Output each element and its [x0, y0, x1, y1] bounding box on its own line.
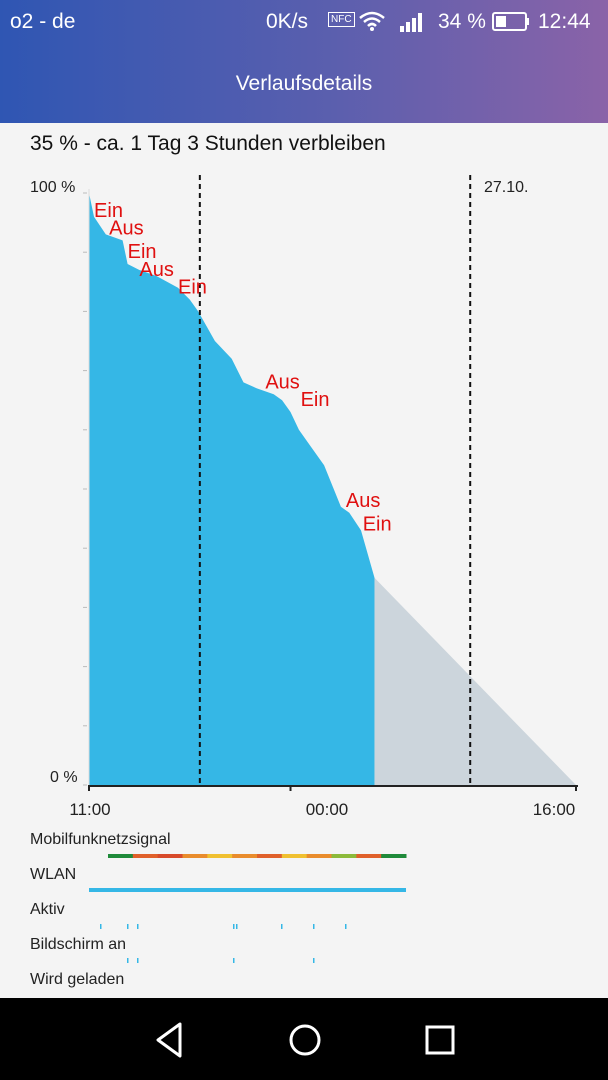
home-button[interactable]	[283, 1018, 327, 1062]
mobile-signal-segment	[257, 854, 283, 858]
mobile-signal-segment	[306, 854, 332, 858]
mobile-signal-bar	[108, 854, 407, 858]
x-tick-label-mid: 00:00	[306, 800, 349, 819]
mobile-signal-segment	[108, 854, 134, 858]
app-header: o2 - de 0K/s NFC 34 % 12:44 Verlaufsdeta…	[0, 0, 608, 123]
nfc-icon: NFC	[328, 12, 355, 27]
mobile-signal-segment	[356, 854, 382, 858]
annotation-label: Ein	[363, 514, 392, 536]
mobile-signal-segment	[381, 854, 407, 858]
mobile-signal-segment	[132, 854, 159, 858]
annotation-label: Aus	[109, 218, 143, 240]
y-tick-label-bottom: 0 %	[50, 769, 78, 786]
clock: 12:44	[538, 10, 591, 33]
signal-label-wlan: WLAN	[30, 866, 77, 883]
annotation-label: Ein	[178, 277, 207, 299]
screen-on-ticks	[127, 958, 315, 963]
signal-label-mobile: Mobilfunknetzsignal	[30, 831, 171, 848]
mobile-signal-segment	[182, 854, 208, 858]
recents-button[interactable]	[418, 1018, 462, 1062]
x-tick-label-start: 11:00	[69, 800, 110, 819]
annotation-label: Aus	[139, 259, 173, 281]
date-marker-label: 27.10.	[484, 179, 528, 196]
y-tick-label-top: 100 %	[30, 179, 75, 196]
annotation-label: Aus	[265, 371, 299, 393]
battery-forecast-area	[374, 577, 576, 785]
battery-summary: 35 % - ca. 1 Tag 3 Stunden verbleiben	[30, 132, 386, 155]
x-tick-label-end: 16:00	[533, 800, 576, 819]
mobile-signal-segment	[232, 854, 258, 858]
system-nav-bar	[0, 998, 608, 1080]
mobile-signal-segment	[207, 854, 233, 858]
page-title: Verlaufsdetails	[235, 72, 373, 95]
battery-icon	[492, 12, 529, 31]
annotation-label: Ein	[128, 241, 157, 263]
back-button[interactable]	[148, 1018, 192, 1062]
cell-signal-icon	[400, 13, 422, 32]
active-ticks	[100, 924, 347, 929]
annotation-label: Ein	[301, 389, 330, 411]
signal-label-screen: Bildschirm an	[30, 936, 127, 953]
annotation-label: Aus	[346, 490, 380, 512]
wifi-icon	[359, 11, 385, 31]
carrier-label: o2 - de	[10, 10, 76, 33]
mobile-signal-segment	[331, 854, 357, 858]
signal-bars	[89, 854, 407, 963]
battery-level-area	[89, 193, 375, 785]
wlan-bar	[89, 888, 406, 892]
signal-label-active: Aktiv	[30, 901, 65, 918]
mobile-signal-segment	[281, 854, 308, 858]
annotation-label: Ein	[94, 200, 123, 222]
network-speed: 0K/s	[266, 10, 309, 33]
mobile-signal-segment	[157, 854, 183, 858]
signal-label-charging: Wird geladen	[30, 971, 125, 988]
battery-percent: 34 %	[438, 10, 486, 33]
